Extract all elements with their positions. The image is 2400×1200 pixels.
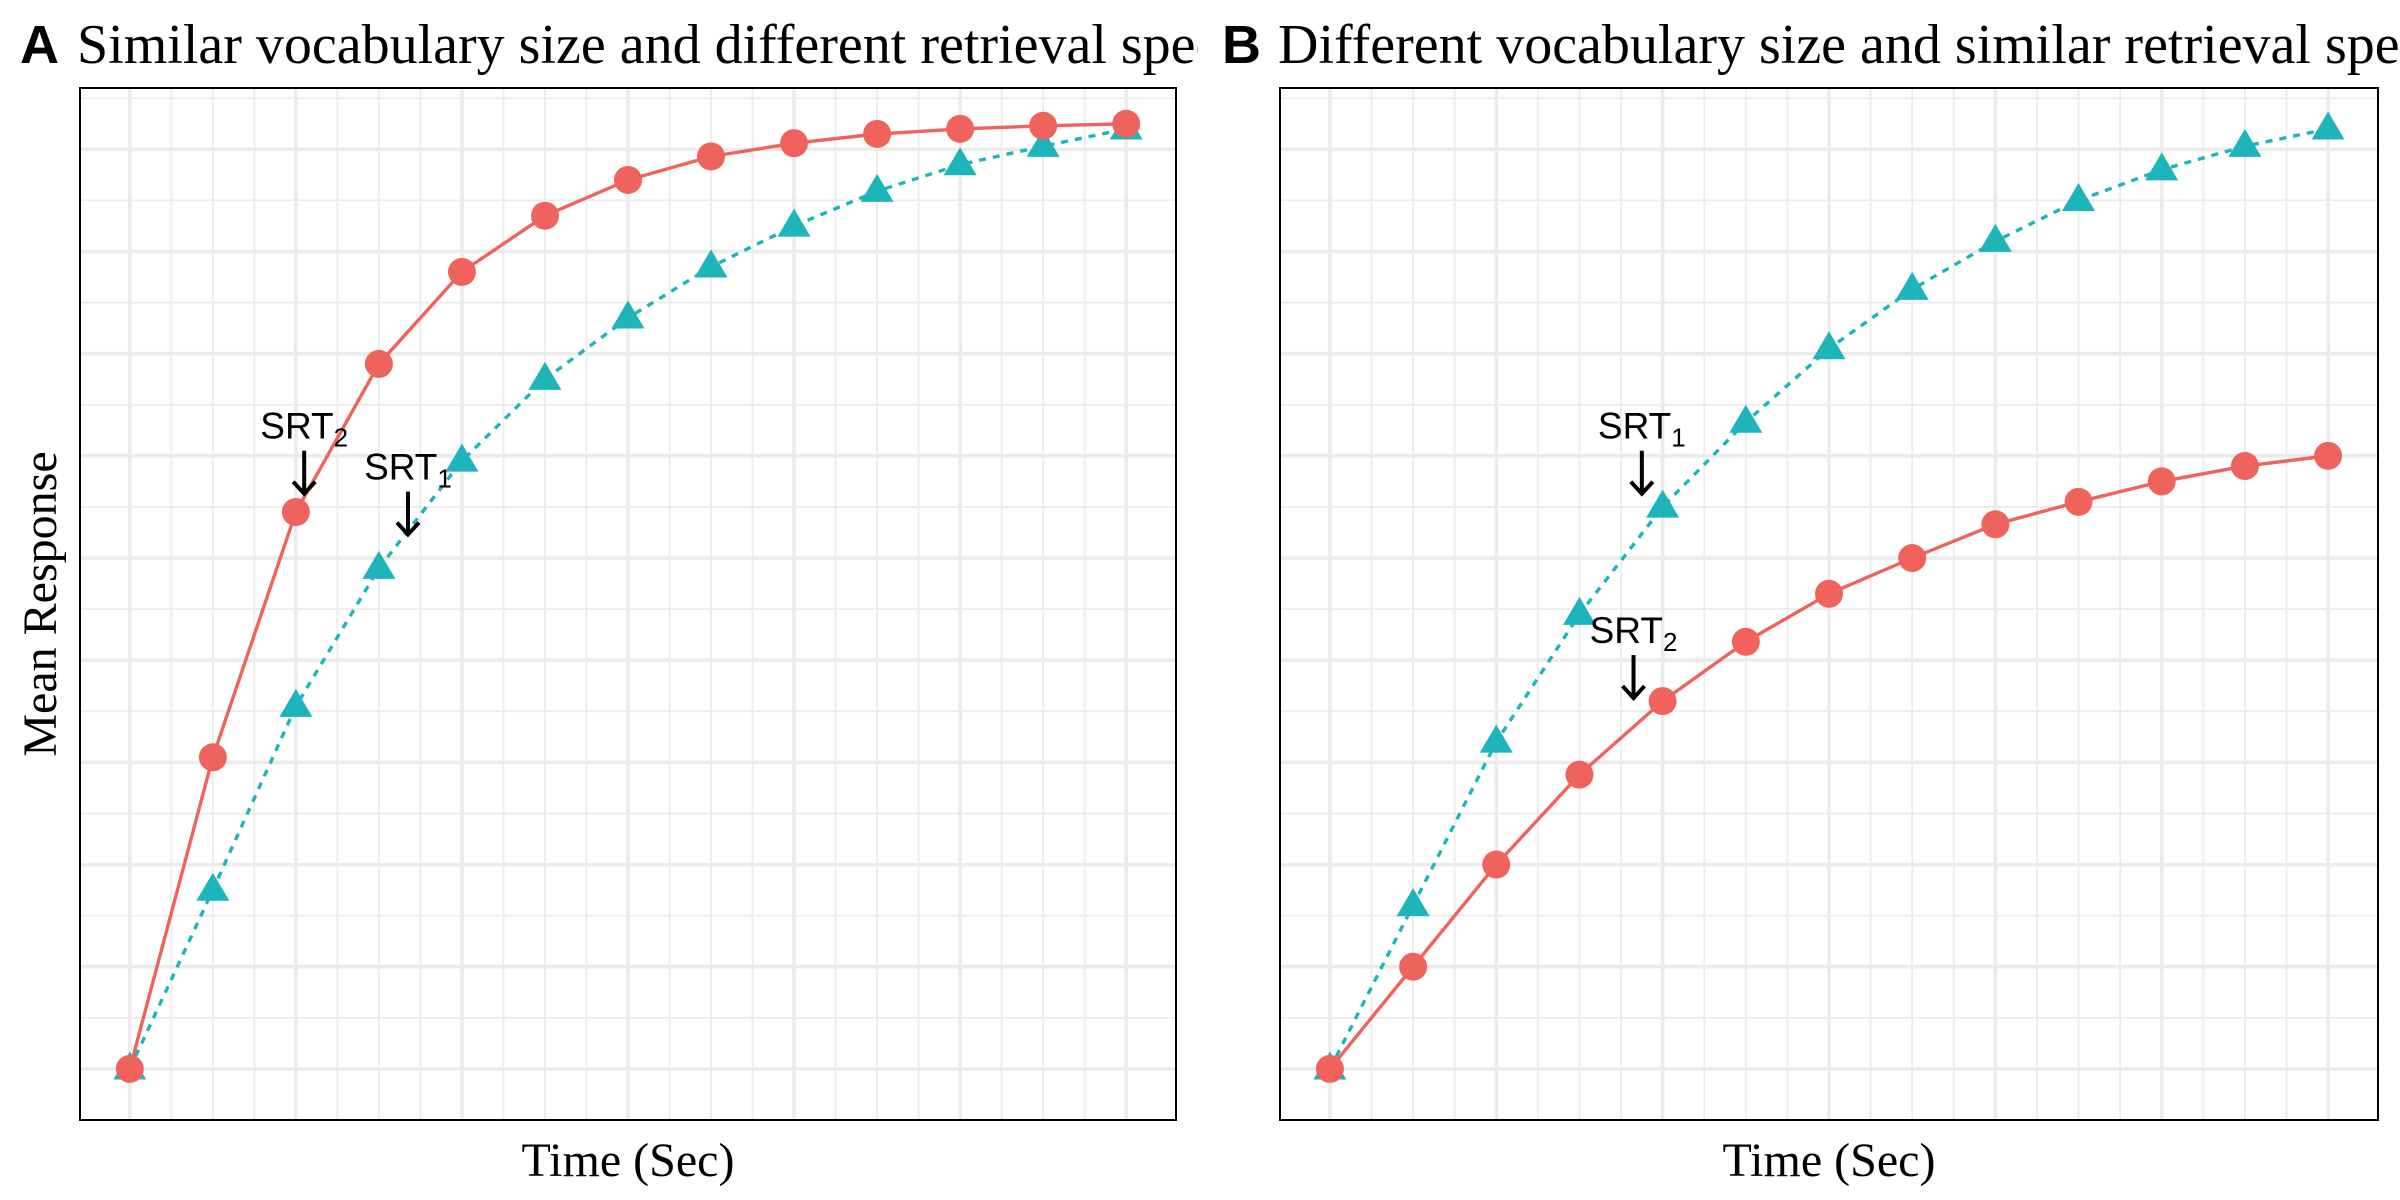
panel-a: A Similar vocabulary size and different … — [14, 14, 1248, 1187]
panel-b-srt-annotation: SRT1 — [1598, 406, 1686, 497]
panel-b-series — [1313, 111, 2345, 1083]
panel-b-letter: B — [1222, 15, 1261, 75]
panel-a-grid — [80, 88, 1176, 1120]
panel-a-series-circle-point — [447, 257, 476, 286]
panel-b-x-axis-label: Time (Sec) — [1723, 1134, 1936, 1187]
panel-a-srt-annotation: SRT1 — [364, 447, 452, 538]
panel-b-series-circle-point — [1482, 850, 1511, 879]
panel-b-series-circle-point — [1648, 687, 1677, 716]
panel-b-series-circle-point — [2064, 487, 2093, 516]
panel-b-grid — [1280, 88, 2378, 1120]
panel-b-series-triangle-point — [2311, 111, 2345, 140]
panel-b-series-triangle-point — [2228, 128, 2262, 157]
panel-a-series-circle-point — [1029, 111, 1058, 140]
panel-b-series-circle-point — [1315, 1054, 1344, 1083]
panel-b-srt-label: SRT2 — [1590, 610, 1678, 657]
panel-b-annotations: SRT1 SRT2 — [1590, 406, 1686, 702]
panel-b-series-circle-point — [1981, 510, 2010, 539]
panel-a-title: Similar vocabulary size and different re… — [77, 14, 1248, 76]
panel-a-annotations: SRT2 SRT1 — [260, 406, 452, 538]
panel-b-srt-arrow-head — [1621, 684, 1646, 702]
panel-a-srt-arrow-head — [291, 480, 317, 497]
panel-a-series-circle-point — [281, 498, 310, 527]
panel-b-series-triangle-point — [1562, 596, 1596, 625]
panel-b-srt-label: SRT1 — [1598, 406, 1686, 453]
panel-b-series-triangle-point — [2145, 152, 2179, 181]
panel-a-srt-annotation: SRT2 — [260, 406, 348, 497]
panel-b-series-circle-point — [1399, 952, 1428, 981]
panel-b-series-triangle-point — [1978, 223, 2012, 252]
panel-b-series-triangle-point — [1646, 489, 1680, 518]
panel-b-srt-arrow-head — [1629, 480, 1655, 497]
panel-b-series-triangle-point — [1729, 404, 1763, 433]
panel-b-header: B Different vocabulary size and similar … — [1222, 14, 2400, 76]
panel-a-x-axis-label: Time (Sec) — [522, 1134, 735, 1187]
panel-b-series-triangle-point — [2062, 183, 2096, 212]
panel-b-plot-border — [1279, 87, 2379, 1121]
panel-b-series-circle-point — [1898, 544, 1927, 573]
panel-b-series-circle-point — [2147, 467, 2176, 496]
panel-a-series-circle-point — [198, 743, 227, 772]
panel-b-series-circle-point — [2230, 452, 2259, 481]
panel-a-header: A Similar vocabulary size and different … — [20, 14, 1248, 76]
panel-a-series-triangle-point — [943, 147, 977, 176]
panel-b-series-circle — [1315, 441, 2343, 1083]
panel-a-series-triangle-point — [445, 443, 479, 472]
panel-a-plot-border — [79, 87, 1177, 1121]
panel-a-srt-label: SRT1 — [364, 447, 452, 494]
panel-a-series-triangle-point — [694, 249, 728, 278]
panel-a-series-triangle-point — [362, 550, 396, 579]
panel-a-series-circle-point — [697, 142, 726, 171]
panel-b-series-circle-point — [2314, 441, 2343, 470]
panel-a-series-triangle-point — [860, 173, 894, 202]
panel-a-letter: A — [20, 15, 59, 75]
panel-a-series-triangle-point — [1026, 128, 1060, 157]
panel-b-series-triangle-point — [1812, 331, 1846, 360]
panel-b-series-triangle-point — [1895, 271, 1929, 300]
panel-a-series-circle-point — [364, 349, 393, 378]
panel-a-srt-label: SRT2 — [260, 406, 348, 453]
panel-a-series-circle-point — [115, 1054, 144, 1083]
panel-b-series-triangle-point — [1396, 888, 1430, 917]
panel-a-series-triangle-point — [528, 361, 562, 390]
panel-b-title: Different vocabulary size and similar re… — [1278, 14, 2400, 76]
panel-b-series-circle-point — [1731, 627, 1760, 656]
panel-b-srt-annotation: SRT2 — [1590, 610, 1678, 702]
panel-a-series-triangle-point — [777, 208, 811, 237]
panel-a-series-circle-point — [946, 114, 975, 143]
panel-a-series-triangle-point — [611, 300, 645, 329]
panel-b: B Different vocabulary size and similar … — [1222, 14, 2400, 1187]
panel-a-series-circle-point — [863, 119, 892, 148]
panel-a-series-circle-point — [530, 201, 559, 230]
panel-b-series-circle-point — [1815, 579, 1843, 608]
panel-a-series-circle — [115, 109, 1141, 1083]
panel-a-series-triangle-point — [196, 872, 230, 901]
panel-a-series — [113, 109, 1143, 1083]
panel-a-y-axis-label: Mean Response — [14, 451, 67, 756]
panel-a-series-triangle-point — [279, 688, 313, 717]
panel-a-srt-arrow-head — [395, 521, 421, 538]
panel-b-series-circle-point — [1565, 760, 1594, 789]
panel-a-series-circle-point — [614, 165, 642, 194]
panel-a-series-circle-point — [1112, 109, 1141, 138]
panel-b-series-triangle-point — [1479, 724, 1513, 753]
panel-a-series-circle-point — [780, 129, 809, 158]
